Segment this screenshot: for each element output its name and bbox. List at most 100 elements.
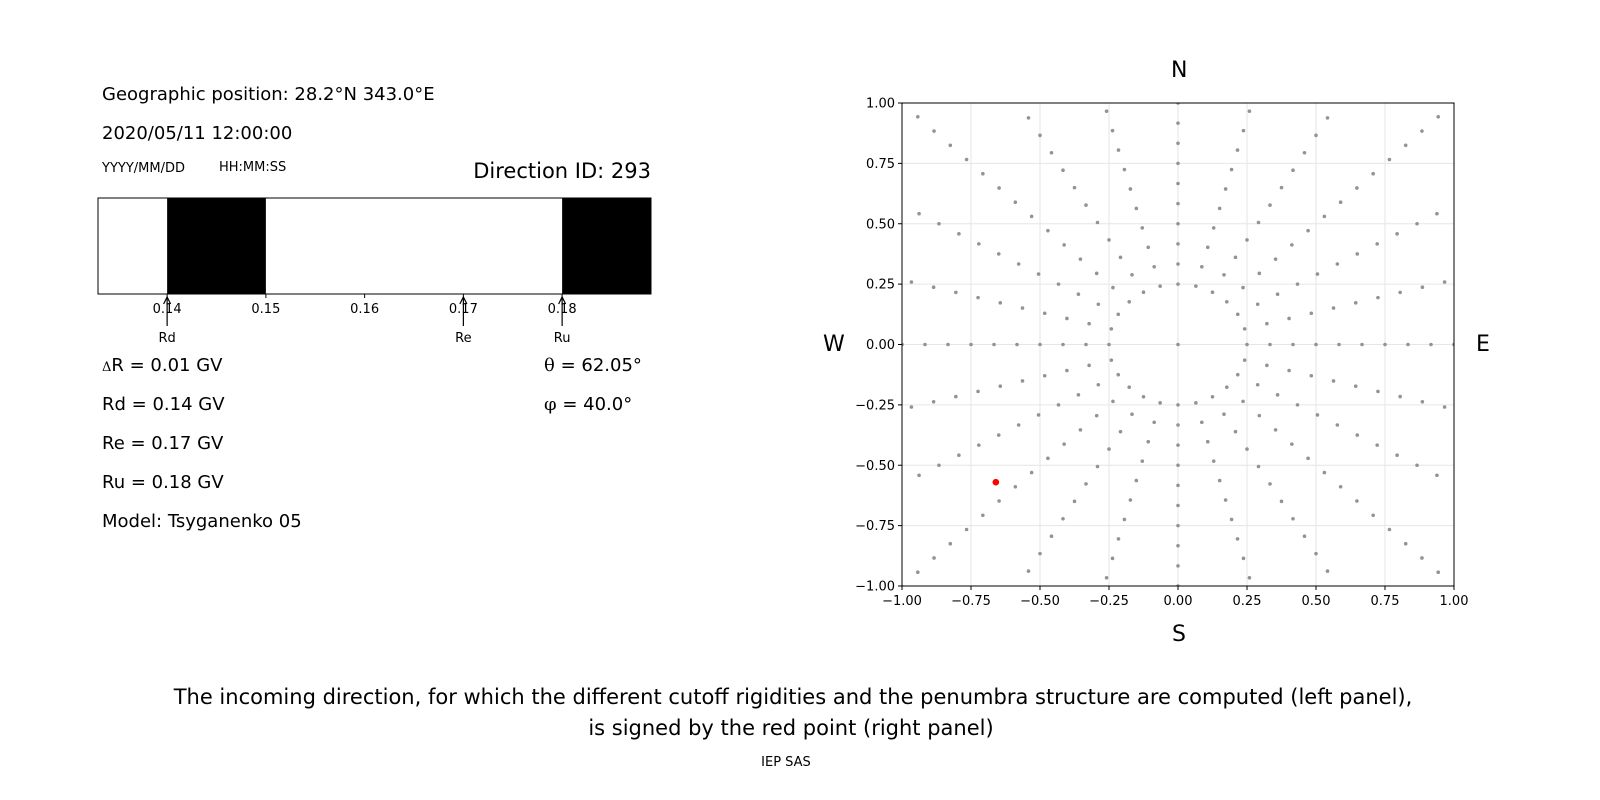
direction-point bbox=[1420, 556, 1424, 560]
y-tick-label: 0.25 bbox=[866, 278, 895, 293]
direction-point bbox=[1353, 301, 1358, 305]
direction-point bbox=[1176, 242, 1180, 246]
direction-point bbox=[1038, 342, 1042, 347]
direction-point bbox=[1355, 433, 1360, 437]
direction-point bbox=[1013, 485, 1018, 489]
direction-point bbox=[1325, 116, 1330, 120]
direction-point bbox=[1245, 342, 1249, 347]
direction-point bbox=[1176, 443, 1180, 447]
direction-point bbox=[1222, 412, 1226, 417]
direction-point bbox=[1094, 413, 1099, 418]
direction-point bbox=[1109, 358, 1114, 362]
direction-point bbox=[1084, 482, 1088, 486]
direction-point bbox=[1038, 551, 1042, 556]
direction-point bbox=[1436, 115, 1441, 119]
direction-point bbox=[1420, 129, 1424, 133]
direction-point bbox=[948, 143, 953, 148]
north-label: N bbox=[1171, 58, 1188, 83]
direction-point bbox=[957, 453, 961, 457]
direction-point bbox=[1104, 109, 1109, 114]
direction-point bbox=[1302, 150, 1307, 155]
direction-point bbox=[1211, 226, 1216, 230]
direction-point bbox=[1355, 499, 1359, 503]
direction-point bbox=[1256, 464, 1261, 469]
direction-point bbox=[1015, 342, 1019, 347]
y-tick-label: 0.00 bbox=[866, 338, 895, 353]
direction-point bbox=[1337, 587, 1341, 591]
direction-point bbox=[1435, 473, 1439, 478]
direction-point bbox=[1442, 280, 1447, 284]
direction-point bbox=[1306, 228, 1310, 233]
direction-point bbox=[1042, 311, 1047, 316]
direction-point bbox=[1140, 459, 1145, 463]
direction-point bbox=[1078, 257, 1083, 261]
direction-point bbox=[1273, 428, 1278, 432]
direction-point bbox=[1273, 257, 1278, 261]
direction-point bbox=[1176, 221, 1180, 226]
direction-point bbox=[1217, 206, 1222, 211]
direction-point bbox=[1242, 327, 1247, 331]
direction-point bbox=[1302, 534, 1307, 539]
direction-point bbox=[1398, 290, 1402, 295]
direction-point bbox=[1122, 517, 1127, 522]
direction-point bbox=[1084, 342, 1088, 347]
direction-point bbox=[1290, 442, 1294, 446]
direction-point bbox=[1275, 393, 1280, 397]
theta-text: = 62.05° bbox=[554, 355, 642, 376]
direction-point bbox=[998, 384, 1003, 388]
direction-point bbox=[1325, 569, 1330, 573]
direction-point bbox=[1116, 312, 1121, 317]
direction-point bbox=[1387, 157, 1392, 162]
x-tick-label: 0.00 bbox=[1164, 594, 1193, 609]
direction-point bbox=[1176, 181, 1180, 186]
direction-point bbox=[917, 473, 921, 478]
direction-point bbox=[977, 443, 981, 447]
east-label: E bbox=[1476, 332, 1490, 357]
direction-point bbox=[1229, 517, 1234, 522]
direction-point bbox=[1241, 128, 1246, 133]
direction-point bbox=[1257, 413, 1262, 418]
delta-r-text: R = 0.01 GV bbox=[111, 355, 223, 376]
direction-point bbox=[1287, 368, 1291, 373]
direction-point bbox=[1146, 245, 1151, 250]
direction-point bbox=[1176, 161, 1180, 166]
marker-label-ru: Ru bbox=[554, 331, 571, 346]
caption-line-2: is signed by the red point (right panel) bbox=[588, 716, 994, 740]
direction-point bbox=[1176, 141, 1180, 146]
direction-point bbox=[1257, 271, 1262, 276]
direction-point bbox=[1061, 168, 1065, 173]
direction-point bbox=[1242, 358, 1247, 362]
direction-point bbox=[1046, 228, 1050, 233]
direction-point bbox=[1279, 499, 1284, 504]
direction-point bbox=[1241, 399, 1245, 404]
direction-point bbox=[1268, 342, 1272, 347]
direction-point bbox=[948, 541, 953, 546]
direction-point bbox=[1118, 429, 1123, 434]
direction-point bbox=[1111, 285, 1115, 290]
direction-point bbox=[1194, 401, 1198, 405]
direction-point bbox=[1309, 373, 1314, 378]
phi-value: φ = 40.0° bbox=[544, 394, 632, 415]
direction-point bbox=[1245, 447, 1249, 451]
direction-point bbox=[1429, 342, 1433, 347]
direction-point bbox=[1016, 262, 1021, 266]
direction-point bbox=[1268, 482, 1272, 486]
phi-text: = 40.0° bbox=[556, 394, 633, 415]
direction-point bbox=[1247, 575, 1252, 580]
direction-point bbox=[1331, 379, 1336, 383]
direction-point bbox=[1247, 109, 1252, 114]
direction-point bbox=[1176, 403, 1180, 407]
direction-point bbox=[1116, 148, 1121, 152]
direction-point bbox=[1026, 116, 1031, 120]
direction-point bbox=[1210, 290, 1215, 295]
direction-point bbox=[1435, 211, 1439, 216]
direction-point bbox=[1235, 372, 1240, 377]
y-tick-label: 0.50 bbox=[866, 217, 895, 232]
direction-point bbox=[1146, 439, 1151, 444]
direction-point bbox=[1062, 243, 1066, 247]
direction-point bbox=[1355, 186, 1359, 190]
direction-point bbox=[1061, 516, 1065, 521]
direction-point bbox=[996, 433, 1001, 437]
direction-point bbox=[1176, 342, 1180, 347]
direction-point bbox=[1455, 484, 1459, 488]
